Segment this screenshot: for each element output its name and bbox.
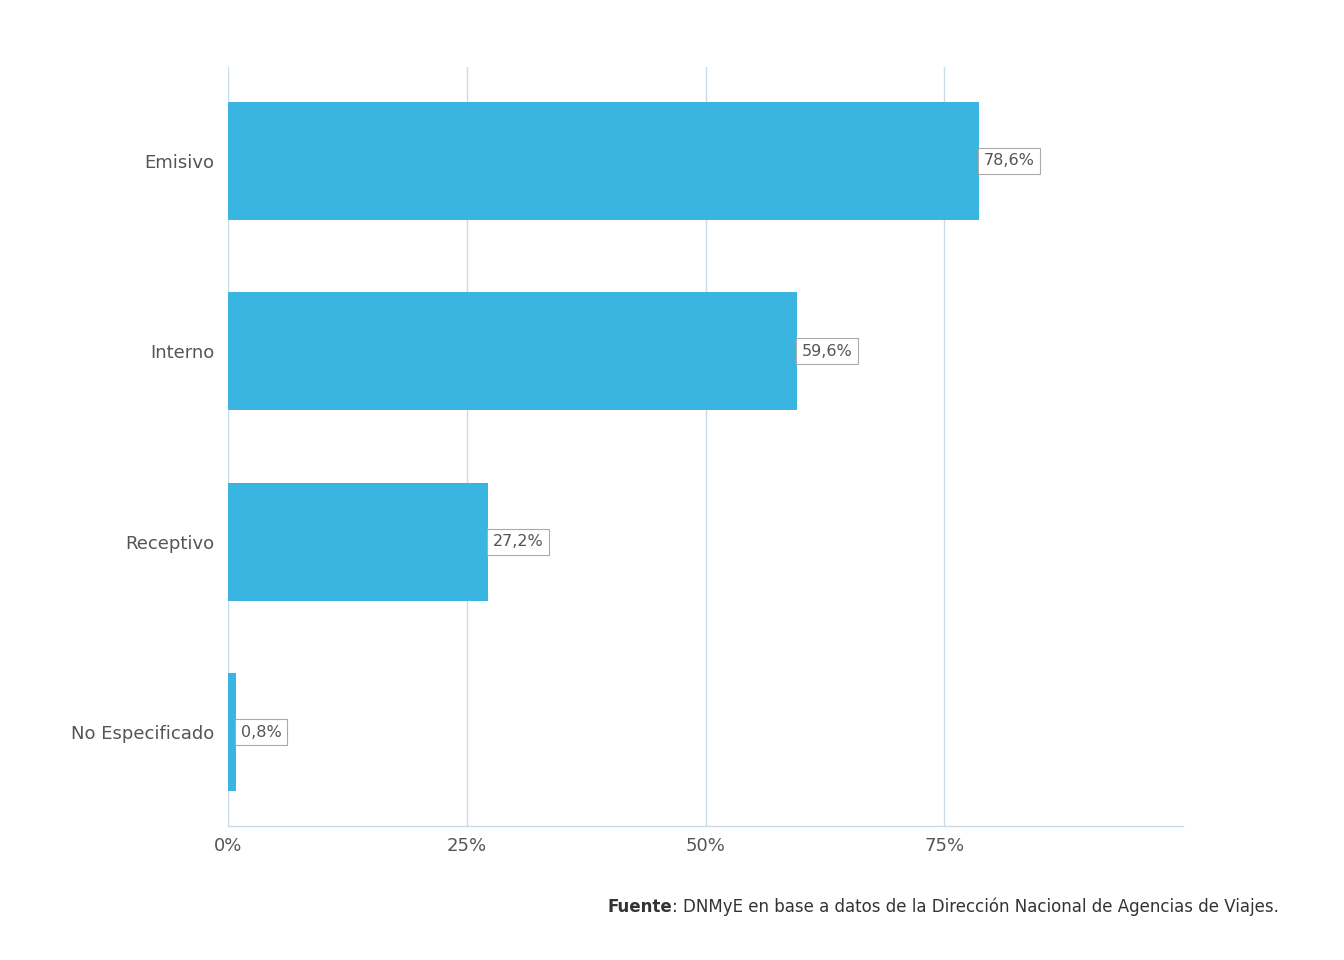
Text: Fuente: Fuente — [607, 899, 672, 916]
Text: 27,2%: 27,2% — [493, 534, 543, 549]
Text: 78,6%: 78,6% — [984, 154, 1034, 168]
Text: : DNMyE en base a datos de la Dirección Nacional de Agencias de Viajes.: : DNMyE en base a datos de la Dirección … — [672, 898, 1279, 917]
Bar — [228, 292, 797, 410]
Bar — [228, 673, 237, 791]
Text: 59,6%: 59,6% — [802, 344, 852, 359]
Text: 0,8%: 0,8% — [241, 725, 282, 739]
Bar — [228, 483, 488, 601]
Bar — [228, 102, 978, 220]
